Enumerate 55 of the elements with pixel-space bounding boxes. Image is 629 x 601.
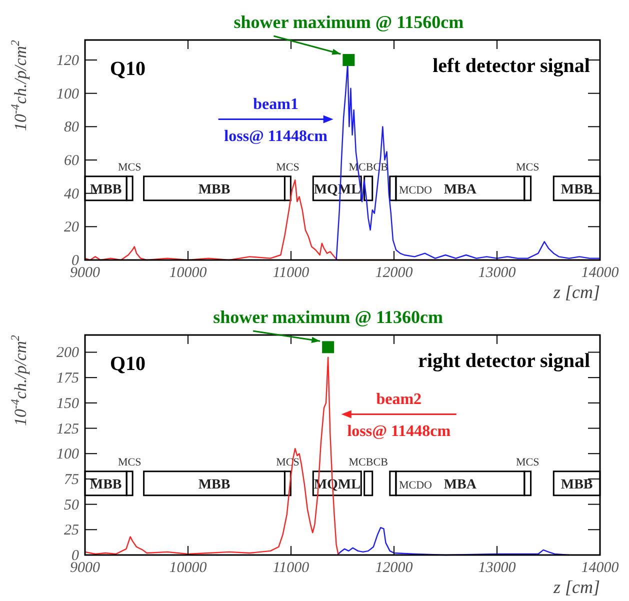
annotation: MCS [276, 161, 300, 174]
y-tick-label: 100 [56, 446, 80, 463]
x-tick-label: 11000 [272, 265, 310, 281]
annotation: MCS [516, 161, 540, 174]
y-tick-label: 80 [64, 120, 80, 136]
y-tick-label: 200 [56, 345, 80, 362]
x-axis-title: z [cm] [552, 282, 600, 302]
annotation: MBA [444, 477, 478, 492]
x-tick-label: 13000 [478, 560, 516, 576]
x-tick-label: 11000 [272, 560, 310, 576]
y-tick-label: 175 [56, 370, 80, 387]
y-tick-label: 120 [56, 53, 80, 69]
annotation: MCS [118, 456, 142, 468]
y-tick-label: 20 [64, 220, 80, 236]
y-tick-label: 25 [64, 522, 80, 539]
annotation: MBB [198, 477, 230, 492]
annotation: MBB [560, 182, 593, 198]
x-tick-label: 12000 [375, 560, 414, 576]
annotation: MBA [444, 182, 478, 198]
text: Q10 [110, 353, 146, 375]
x-tick-label: 14000 [581, 560, 620, 576]
x-tick-label: 9000 [70, 265, 100, 281]
annotation: shower maximum @ 11560cm [234, 12, 464, 32]
text: right detector signal [418, 350, 590, 372]
annotation: MBB [90, 182, 122, 198]
line-series [336, 527, 570, 556]
x-axis-title: z [cm] [552, 577, 600, 597]
text: left detector signal [432, 55, 590, 77]
y-tick-label: 40 [64, 186, 80, 202]
text: beam2 [376, 391, 422, 408]
x-tick-label: 13000 [478, 265, 516, 281]
x-tick-label: 9000 [70, 560, 100, 576]
annotation: loss@ 11448cm [224, 128, 328, 146]
annotation: MBB [198, 182, 230, 198]
annotation: shower maximum @ 11360cm [213, 307, 444, 327]
annotation: MBB [560, 477, 593, 492]
text: beam1 [253, 96, 298, 114]
annotation: loss@ 11448cm [347, 423, 452, 440]
y-tick-label: 60 [64, 153, 80, 169]
annotation: MBB [90, 477, 122, 492]
x-tick-label: 10000 [169, 560, 208, 576]
text: Q10 [110, 58, 146, 80]
x-tick-label: 12000 [375, 265, 414, 281]
annotation: MCS [118, 161, 142, 174]
y-tick-label: 125 [56, 421, 80, 438]
y-tick-label: 100 [56, 86, 80, 102]
annotation: MCDO [398, 184, 432, 196]
x-tick-label: 14000 [581, 265, 620, 281]
y-tick-label: 150 [56, 396, 80, 412]
annotation: MCS [516, 456, 540, 468]
annotation: MCBCB [348, 456, 388, 468]
y-tick-label: 50 [64, 497, 80, 514]
x-tick-label: 10000 [169, 265, 208, 281]
annotation: MCDO [398, 479, 432, 492]
y-tick-label: 75 [64, 472, 80, 488]
